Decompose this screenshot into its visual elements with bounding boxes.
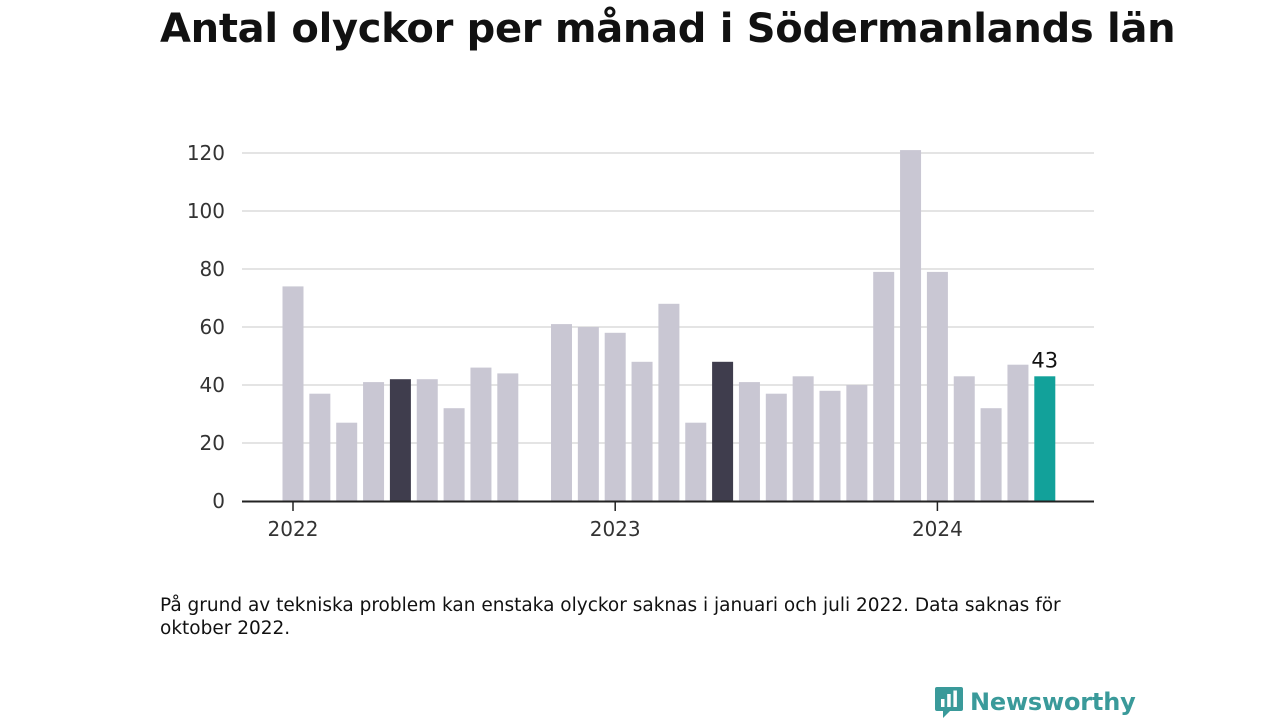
- x-tick-label: 2022: [268, 517, 319, 541]
- bar-2023-02: [631, 361, 653, 501]
- bar-2023-09: [819, 390, 841, 501]
- bar-2024-02: [953, 376, 975, 501]
- bar-2023-04: [685, 422, 707, 501]
- data-label-2024-05: 43: [1031, 348, 1058, 372]
- bar-2022-06: [416, 379, 438, 501]
- bar-2024-01: [926, 271, 948, 501]
- bar-2022-03: [336, 422, 358, 501]
- data-labels: 43: [1031, 348, 1058, 372]
- bar-2023-03: [658, 303, 680, 501]
- bar-2022-09: [497, 373, 519, 501]
- bar-2022-01: [282, 286, 304, 501]
- bar-2023-05: [712, 361, 734, 501]
- bar-2023-07: [765, 393, 787, 501]
- bar-chart-speech-bubble-icon: [935, 687, 963, 718]
- y-tick-label: 80: [200, 257, 225, 281]
- bar-2024-05: [1034, 376, 1056, 501]
- y-tick-label: 40: [200, 373, 225, 397]
- y-tick-label: 0: [212, 489, 225, 513]
- bar-2023-12: [900, 150, 922, 501]
- chart-footnote: På grund av tekniska problem kan enstaka…: [160, 595, 1061, 639]
- bar-2022-02: [309, 393, 331, 501]
- x-tick-label: 2023: [590, 517, 641, 541]
- bar-2023-11: [873, 271, 895, 501]
- y-tick-label: 60: [200, 315, 225, 339]
- bar-2022-11: [551, 324, 572, 501]
- y-tick-label: 120: [187, 141, 225, 165]
- bars: [282, 150, 1056, 501]
- bar-2022-12: [577, 327, 599, 501]
- chart-title: Antal olyckor per månad i Södermanlands …: [160, 6, 1176, 52]
- bar-2022-08: [470, 367, 492, 501]
- bar-2022-07: [443, 408, 465, 501]
- bar-2023-06: [738, 382, 760, 501]
- x-tick-label: 2024: [912, 517, 963, 541]
- bar-2022-05: [389, 379, 411, 501]
- bar-2022-04: [363, 382, 385, 501]
- brand-logo: Newsworthy: [934, 684, 1136, 720]
- y-tick-label: 100: [187, 199, 225, 223]
- bar-2023-01: [604, 332, 626, 501]
- bar-2024-03: [980, 408, 1002, 501]
- y-tick-label: 20: [200, 431, 225, 455]
- y-axis-tick-labels: 0 20 40 60 80 100 120: [187, 141, 225, 513]
- bar-2024-04: [1007, 364, 1029, 501]
- brand-name: Newsworthy: [970, 688, 1136, 716]
- bar-2023-08: [792, 376, 814, 501]
- bar-2023-10: [846, 385, 868, 501]
- x-axis-ticks: 2022 2023 2024: [268, 501, 963, 541]
